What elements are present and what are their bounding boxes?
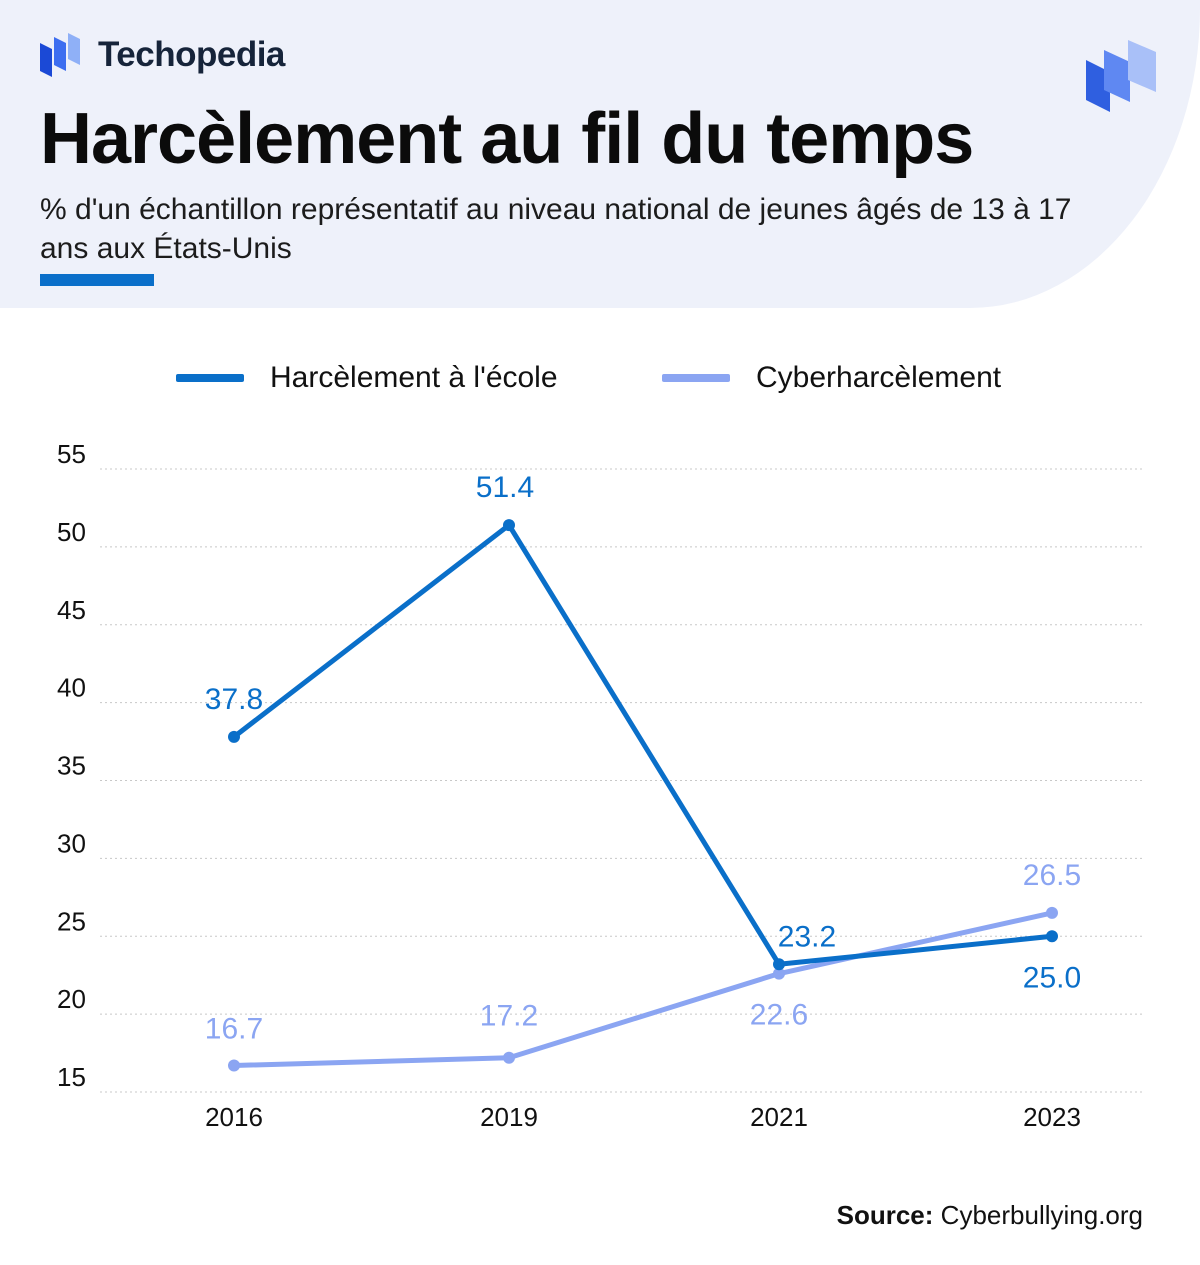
y-tick-label: 50 bbox=[57, 517, 86, 547]
x-tick-label: 2021 bbox=[750, 1102, 808, 1132]
chart-legend: Harcèlement à l'école Cyberharcèlement bbox=[0, 356, 1200, 400]
x-tick-label: 2023 bbox=[1023, 1102, 1081, 1132]
y-tick-label: 25 bbox=[57, 906, 86, 936]
legend-label-cyber: Cyberharcèlement bbox=[756, 361, 1002, 394]
legend-swatch-cyber bbox=[662, 374, 730, 382]
y-tick-label: 35 bbox=[57, 751, 86, 781]
x-tick-label: 2019 bbox=[480, 1102, 538, 1132]
x-tick-label: 2016 bbox=[205, 1102, 263, 1132]
y-tick-label: 40 bbox=[57, 673, 86, 703]
corner-logo-icon bbox=[1086, 40, 1156, 112]
y-tick-label: 15 bbox=[57, 1062, 86, 1092]
legend-label-school: Harcèlement à l'école bbox=[270, 361, 558, 394]
y-tick-label: 45 bbox=[57, 595, 86, 625]
y-tick-label: 55 bbox=[57, 439, 86, 469]
data-label-cyber-2021: 22.6 bbox=[750, 999, 808, 1032]
subtitle-underline bbox=[40, 274, 154, 286]
source-text: Cyberbullying.org bbox=[940, 1200, 1143, 1230]
brand: Techopedia bbox=[40, 33, 285, 77]
techopedia-logo-icon bbox=[40, 33, 80, 77]
legend-swatch-school bbox=[176, 374, 244, 382]
legend-item-cyber: Cyberharcèlement bbox=[662, 356, 1001, 400]
header-band bbox=[0, 0, 1200, 308]
source-label: Source: bbox=[836, 1200, 934, 1230]
data-label-school-2019: 51.4 bbox=[476, 471, 534, 504]
point-school-2023 bbox=[1046, 930, 1058, 943]
y-tick-label: 30 bbox=[57, 828, 86, 858]
legend-item-school: Harcèlement à l'école bbox=[176, 356, 558, 400]
series-line-school bbox=[231, 522, 1055, 967]
data-label-school-2021: 23.2 bbox=[778, 920, 836, 953]
point-cyber-2021 bbox=[773, 967, 785, 980]
point-cyber-2019 bbox=[503, 1051, 515, 1064]
point-cyber-2016 bbox=[228, 1059, 240, 1072]
page-title: Harcèlement au fil du temps bbox=[40, 99, 974, 179]
point-school-2019 bbox=[503, 519, 515, 532]
data-label-school-2023: 25.0 bbox=[1023, 961, 1081, 994]
point-cyber-2023 bbox=[1046, 906, 1058, 919]
brand-name: Techopedia bbox=[98, 35, 285, 74]
data-label-cyber-2023: 26.5 bbox=[1023, 859, 1081, 892]
data-label-cyber-2019: 17.2 bbox=[480, 1000, 538, 1033]
data-label-school-2016: 37.8 bbox=[205, 683, 263, 716]
point-school-2016 bbox=[228, 730, 240, 743]
source-note: Source: Cyberbullying.org bbox=[837, 1200, 1143, 1231]
y-tick-label: 20 bbox=[57, 984, 86, 1014]
series-line-cyber bbox=[231, 910, 1055, 1069]
point-school-2021 bbox=[773, 958, 785, 971]
line-chart: 15 20 25 30 35 40 45 50 55 2016 2019 2021 2023 37.8 51… bbox=[57, 439, 1143, 1132]
subtitle: % d'un échantillon représentatif au nive… bbox=[40, 193, 1072, 265]
data-label-cyber-2016: 16.7 bbox=[205, 1013, 263, 1046]
